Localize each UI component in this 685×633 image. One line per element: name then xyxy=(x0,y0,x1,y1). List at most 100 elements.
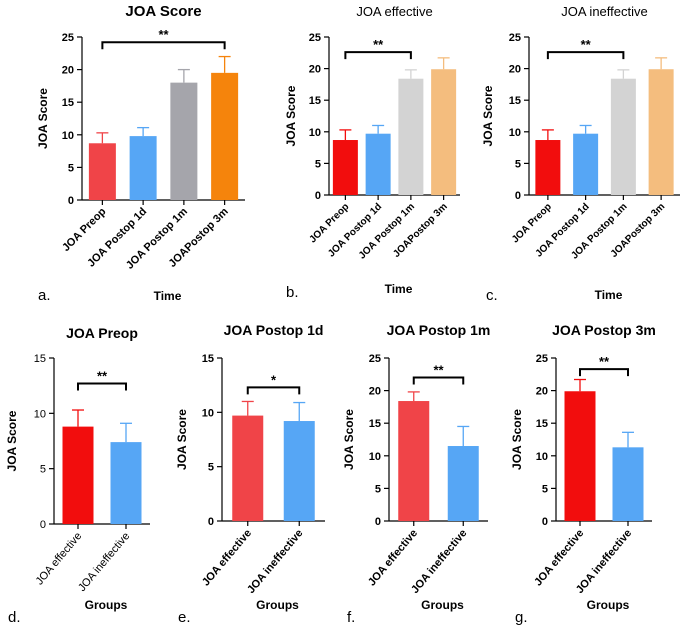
y-tick-label: 20 xyxy=(536,386,548,398)
chart-title: JOA ineffective xyxy=(561,4,647,19)
y-tick-label: 15 xyxy=(536,418,548,430)
y-axis-label: JOA Score xyxy=(5,410,19,471)
y-tick-label: 25 xyxy=(369,353,381,365)
chart-title: JOA Postop 3m xyxy=(552,322,656,338)
y-tick-label: 10 xyxy=(62,130,74,142)
bar-2 xyxy=(573,133,599,195)
y-tick-label: 5 xyxy=(515,158,521,170)
significance-label-1: * xyxy=(271,372,277,387)
y-tick-label: 20 xyxy=(509,64,521,76)
y-tick-label: 0 xyxy=(208,516,214,528)
category-label-2: JOA ineffective xyxy=(245,527,305,596)
significance-label-1: ** xyxy=(433,363,444,378)
category-label-1: JOA effective xyxy=(366,527,420,588)
y-tick-label: 0 xyxy=(375,516,381,528)
category-label-3: JOA Postop 1m xyxy=(357,201,417,261)
significance-label-1: ** xyxy=(158,27,169,42)
bar-2 xyxy=(110,442,142,524)
panel-label: b. xyxy=(286,284,299,301)
y-axis-label: JOA Score xyxy=(510,409,524,470)
y-tick-label: 0 xyxy=(315,190,321,202)
bar-2 xyxy=(365,133,391,195)
bar-1 xyxy=(88,143,116,200)
y-tick-label: 15 xyxy=(62,97,74,109)
y-tick-label: 20 xyxy=(309,64,321,76)
category-label-1: JOA effective xyxy=(532,527,586,588)
bar-4 xyxy=(431,69,457,195)
panel-label: e. xyxy=(178,609,191,626)
significance-bracket-1 xyxy=(546,51,625,60)
y-tick-label: 10 xyxy=(509,127,521,139)
y-tick-label: 20 xyxy=(369,386,381,398)
significance-label-1: ** xyxy=(581,37,592,52)
x-axis-label: Groups xyxy=(587,598,630,612)
y-axis-label: JOA Score xyxy=(481,85,495,146)
bar-4 xyxy=(211,72,239,200)
panel-label: g. xyxy=(515,609,528,626)
bar-1 xyxy=(398,401,430,521)
y-tick-label: 0 xyxy=(40,519,46,531)
y-tick-label: 5 xyxy=(208,462,214,474)
significance-bracket-1 xyxy=(412,376,465,385)
significance-bracket-1 xyxy=(344,51,412,60)
y-axis-label: JOA Score xyxy=(36,88,50,149)
panel-label: c. xyxy=(486,287,498,304)
y-tick-label: 25 xyxy=(536,353,548,365)
y-tick-label: 5 xyxy=(542,483,548,495)
bar-2 xyxy=(129,136,157,200)
bar-1 xyxy=(564,391,596,521)
y-tick-label: 0 xyxy=(542,516,548,528)
y-tick-label: 10 xyxy=(202,407,214,419)
bar-1 xyxy=(62,426,94,524)
panel-label: f. xyxy=(347,609,355,626)
y-tick-label: 15 xyxy=(509,95,521,107)
y-tick-label: 10 xyxy=(369,451,381,463)
significance-label-1: ** xyxy=(599,354,610,369)
y-tick-label: 5 xyxy=(68,162,74,174)
y-tick-label: 15 xyxy=(369,418,381,430)
y-tick-label: 5 xyxy=(40,464,46,476)
chart-title: JOA Postop 1d xyxy=(224,322,324,338)
x-axis-label: Groups xyxy=(256,598,299,612)
significance-bracket-1 xyxy=(77,382,127,391)
chart-title: JOA Score xyxy=(125,3,201,20)
bar-1 xyxy=(535,140,561,195)
y-tick-label: 0 xyxy=(68,195,74,207)
category-label-1: JOA effective xyxy=(200,527,254,588)
bar-2 xyxy=(612,447,644,521)
significance-bracket-1 xyxy=(579,368,629,377)
bar-3 xyxy=(398,78,424,195)
x-axis-label: Time xyxy=(595,288,623,302)
y-tick-label: 5 xyxy=(315,158,321,170)
y-tick-label: 25 xyxy=(309,32,321,44)
y-axis-label: JOA Score xyxy=(342,409,356,470)
y-axis-label: JOA Score xyxy=(284,85,298,146)
chart-title: JOA Postop 1m xyxy=(387,322,491,338)
bar-3 xyxy=(610,78,636,195)
y-tick-label: 10 xyxy=(34,408,46,420)
y-tick-label: 15 xyxy=(34,353,46,365)
x-axis-label: Groups xyxy=(85,598,128,612)
bar-3 xyxy=(170,82,198,200)
y-tick-label: 25 xyxy=(62,32,74,44)
y-tick-label: 20 xyxy=(62,65,74,77)
y-tick-label: 10 xyxy=(536,451,548,463)
category-label-1: JOA effective xyxy=(34,530,85,587)
y-tick-label: 0 xyxy=(515,190,521,202)
panel-label: a. xyxy=(38,287,51,304)
bar-1 xyxy=(332,140,358,195)
bar-2 xyxy=(283,421,315,521)
panel-label: d. xyxy=(8,609,21,626)
y-tick-label: 5 xyxy=(375,483,381,495)
significance-label-1: ** xyxy=(373,37,384,52)
significance-bracket-1 xyxy=(246,386,301,395)
chart-panel-4: JOA Preop JOA Score 0 5 10 15 JOA effectiveJOA… xyxy=(5,325,150,626)
chart-panel-7: JOA Postop 3m JOA Score 0 5 10 15 20 25 JOA effe… xyxy=(510,322,656,626)
chart-title: JOA Preop xyxy=(66,325,138,341)
significance-label-1: ** xyxy=(97,368,108,383)
bar-2 xyxy=(447,446,479,521)
bar-4 xyxy=(648,69,674,195)
